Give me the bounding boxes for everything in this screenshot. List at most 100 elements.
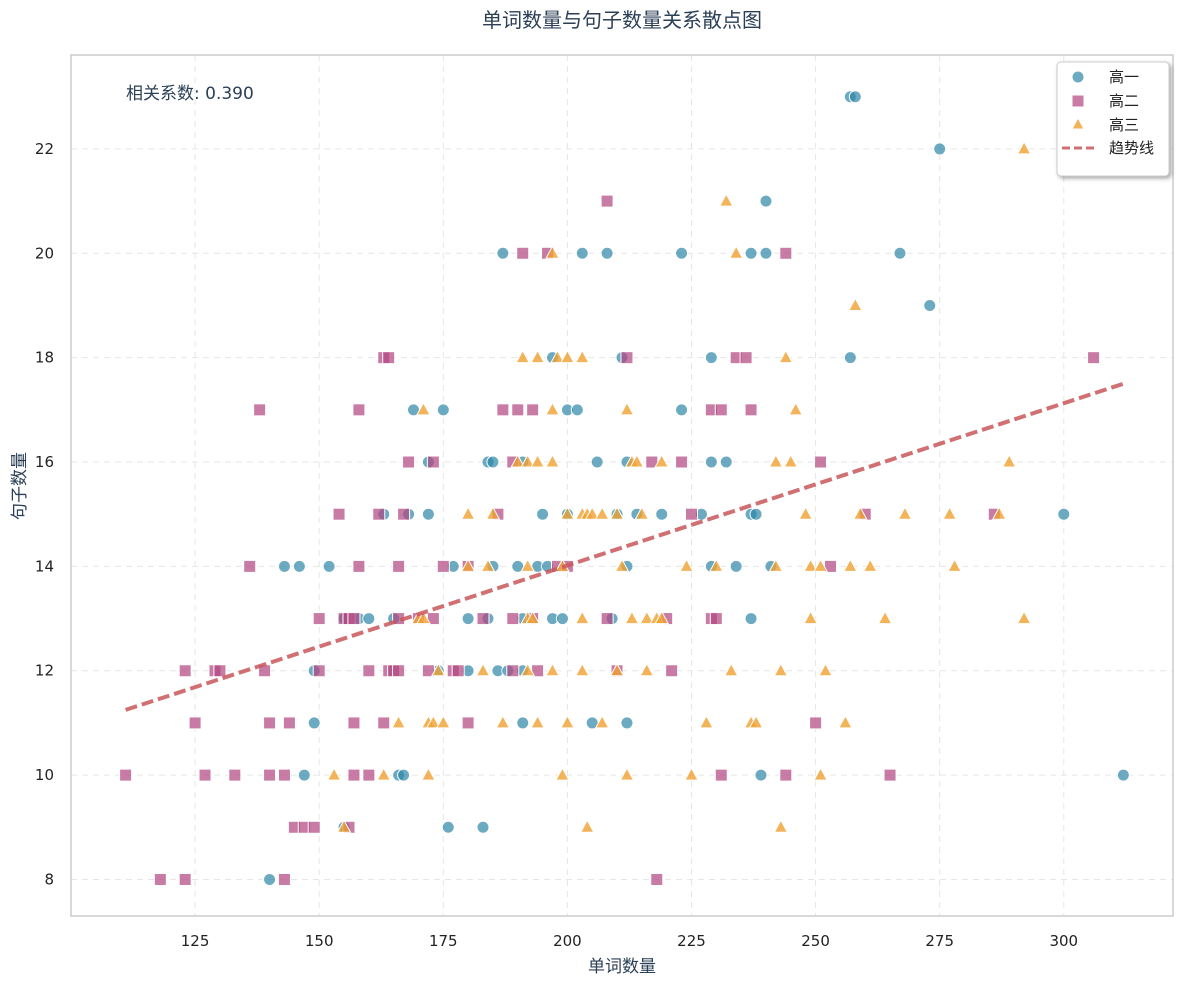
data-point-triangle xyxy=(877,610,893,625)
data-point-triangle xyxy=(684,767,699,781)
data-point-circle xyxy=(719,455,733,469)
data-point-triangle xyxy=(594,714,610,729)
data-point-triangle xyxy=(545,453,560,468)
data-point-triangle xyxy=(435,714,451,729)
data-point-triangle xyxy=(560,714,575,729)
data-point-circle xyxy=(536,507,550,521)
data-point-square xyxy=(263,768,277,782)
data-point-triangle xyxy=(579,819,595,833)
data-point-triangle xyxy=(639,610,655,625)
data-point-triangle xyxy=(773,819,789,833)
data-point-square xyxy=(739,351,753,365)
data-point-square xyxy=(684,507,698,521)
plot-frame xyxy=(70,54,1174,917)
data-point-square xyxy=(814,455,828,469)
data-point-circle xyxy=(744,246,758,260)
data-point-circle xyxy=(744,612,758,626)
data-point-triangle xyxy=(391,714,406,729)
data-point-triangle xyxy=(416,610,431,625)
data-point-circle xyxy=(655,507,669,521)
data-point-triangle xyxy=(545,401,560,416)
data-point-circle xyxy=(263,872,277,886)
data-point-square xyxy=(496,403,510,417)
data-point-triangle xyxy=(475,662,491,677)
data-point-triangle xyxy=(818,662,833,677)
legend-label-trendline: 趋势线 xyxy=(1109,139,1154,157)
data-point-triangle xyxy=(460,558,476,572)
legend-label-series-2: 高二 xyxy=(1109,92,1139,110)
data-point-square xyxy=(178,664,192,678)
data-point-square xyxy=(352,559,366,573)
data-point-circle xyxy=(754,768,768,782)
y-tick-label: 10 xyxy=(35,766,54,784)
data-point-circle xyxy=(496,246,510,260)
data-point-square xyxy=(347,768,361,782)
data-point-square xyxy=(253,403,267,417)
x-tick-label: 275 xyxy=(925,932,954,950)
data-point-circle xyxy=(675,403,689,417)
data-point-square xyxy=(277,768,291,782)
data-point-triangle xyxy=(629,453,645,468)
data-point-square xyxy=(372,507,386,521)
data-point-triangle xyxy=(723,662,739,677)
data-point-square xyxy=(119,768,133,782)
data-point-triangle xyxy=(773,662,789,677)
data-point-triangle xyxy=(421,767,436,781)
data-point-triangle xyxy=(708,558,724,572)
data-point-square xyxy=(883,768,897,782)
x-tick-label: 175 xyxy=(429,932,458,950)
data-point-square xyxy=(714,403,728,417)
data-point-circle xyxy=(923,298,937,312)
data-point-square xyxy=(461,716,475,730)
data-point-triangle xyxy=(594,506,610,520)
data-point-triangle xyxy=(609,662,625,677)
y-tick-label: 12 xyxy=(35,662,54,680)
data-point-triangle xyxy=(728,245,744,259)
data-point-triangle xyxy=(545,662,560,677)
grid xyxy=(71,55,1173,916)
data-point-circle xyxy=(704,455,718,469)
data-point-triangle xyxy=(1016,140,1032,155)
data-point-triangle xyxy=(718,193,734,207)
data-point-square xyxy=(362,664,376,678)
legend-marker-square xyxy=(1071,94,1085,108)
data-point-square xyxy=(650,872,664,886)
data-point-square xyxy=(228,768,242,782)
data-point-triangle xyxy=(803,558,818,572)
x-tick-label: 250 xyxy=(801,932,830,950)
tick-labels: 125 150 175 200 225 250 275 300 8 10 12 14 16 18 20 22 xyxy=(35,140,1078,950)
data-point-square xyxy=(600,612,614,626)
data-point-circle xyxy=(749,507,763,521)
data-point-circle xyxy=(476,820,490,834)
data-point-triangle xyxy=(560,506,575,520)
data-point-triangle xyxy=(376,767,392,781)
data-point-square xyxy=(675,455,689,469)
data-point-square xyxy=(506,612,520,626)
data-point-triangle xyxy=(495,714,511,729)
data-point-triangle xyxy=(942,506,957,520)
data-point-triangle xyxy=(426,714,441,729)
data-point-triangle xyxy=(555,767,570,781)
data-point-circle xyxy=(461,612,475,626)
data-point-circle xyxy=(704,351,718,365)
data-point-square xyxy=(332,507,346,521)
data-point-square xyxy=(402,455,416,469)
data-point-triangle xyxy=(768,453,784,468)
data-point-triangle xyxy=(336,819,352,833)
data-point-square xyxy=(665,664,679,678)
data-point-circle xyxy=(486,455,500,469)
data-point-circle xyxy=(843,351,857,365)
data-point-triangle xyxy=(515,349,531,364)
data-point-square xyxy=(397,507,411,521)
data-point-triangle xyxy=(550,349,565,364)
chart-title: 单词数量与句子数量关系散点图 xyxy=(482,8,762,32)
data-point-square xyxy=(312,612,326,626)
data-point-triangle xyxy=(838,714,853,729)
data-point-triangle xyxy=(788,401,804,416)
data-point-triangle xyxy=(847,297,863,311)
x-tick-label: 200 xyxy=(553,932,582,950)
data-point-square xyxy=(307,820,321,834)
data-point-triangle xyxy=(639,662,655,677)
x-tick-label: 150 xyxy=(305,932,334,950)
